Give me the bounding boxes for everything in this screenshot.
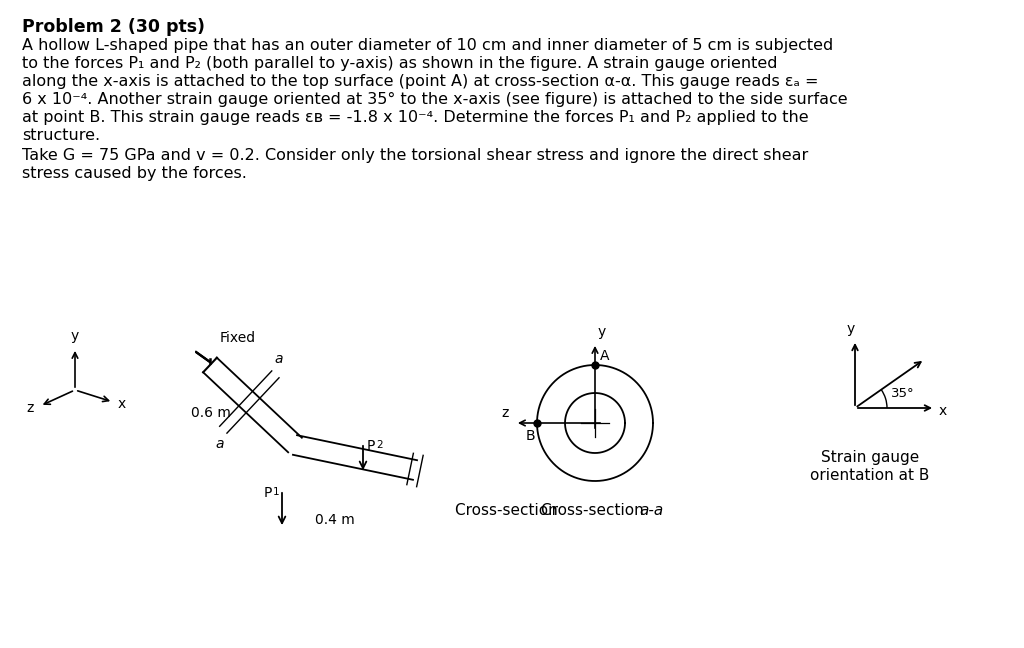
Text: Fixed: Fixed bbox=[220, 331, 256, 345]
Text: A: A bbox=[600, 349, 609, 363]
Text: orientation at B: orientation at B bbox=[810, 468, 930, 483]
Text: stress caused by the forces.: stress caused by the forces. bbox=[22, 166, 247, 181]
Text: Cross-section: Cross-section bbox=[456, 503, 563, 518]
Text: Strain gauge: Strain gauge bbox=[821, 450, 920, 465]
Text: Problem 2 (30 pts): Problem 2 (30 pts) bbox=[22, 18, 205, 36]
Text: A hollow L-shaped pipe that has an outer diameter of 10 cm and inner diameter of: A hollow L-shaped pipe that has an outer… bbox=[22, 38, 834, 53]
Text: Cross-section: Cross-section bbox=[457, 503, 564, 518]
Text: 6 x 10⁻⁴. Another strain gauge oriented at 35° to the x-axis (see figure) is att: 6 x 10⁻⁴. Another strain gauge oriented … bbox=[22, 92, 848, 107]
Text: x: x bbox=[118, 397, 126, 411]
Text: 35°: 35° bbox=[891, 387, 914, 400]
Text: y: y bbox=[598, 325, 606, 339]
Text: 1: 1 bbox=[273, 487, 280, 497]
Text: to the forces P₁ and P₂ (both parallel to y-axis) as shown in the figure. A stra: to the forces P₁ and P₂ (both parallel t… bbox=[22, 56, 777, 71]
Text: z: z bbox=[27, 401, 34, 415]
Text: Cross-section: Cross-section bbox=[542, 503, 649, 518]
Text: x: x bbox=[939, 404, 947, 418]
Text: a: a bbox=[274, 352, 284, 366]
Text: y: y bbox=[71, 329, 79, 343]
Text: z: z bbox=[502, 406, 509, 420]
Text: P: P bbox=[264, 486, 272, 500]
Text: 0.6 m: 0.6 m bbox=[190, 406, 230, 420]
Text: P: P bbox=[367, 439, 376, 453]
Text: at point B. This strain gauge reads εʙ = -1.8 x 10⁻⁴. Determine the forces P₁ an: at point B. This strain gauge reads εʙ =… bbox=[22, 110, 809, 125]
Text: 2: 2 bbox=[376, 440, 383, 450]
Text: structure.: structure. bbox=[22, 128, 100, 143]
Text: B: B bbox=[525, 429, 535, 443]
Text: along the x-axis is attached to the top surface (point A) at cross-section α-α. : along the x-axis is attached to the top … bbox=[22, 74, 818, 89]
Text: Take G = 75 GPa and v = 0.2. Consider only the torsional shear stress and ignore: Take G = 75 GPa and v = 0.2. Consider on… bbox=[22, 148, 808, 163]
Text: a-a: a-a bbox=[640, 503, 665, 518]
Text: a: a bbox=[215, 437, 224, 451]
Text: y: y bbox=[847, 322, 855, 336]
Text: 0.4 m: 0.4 m bbox=[315, 513, 355, 527]
